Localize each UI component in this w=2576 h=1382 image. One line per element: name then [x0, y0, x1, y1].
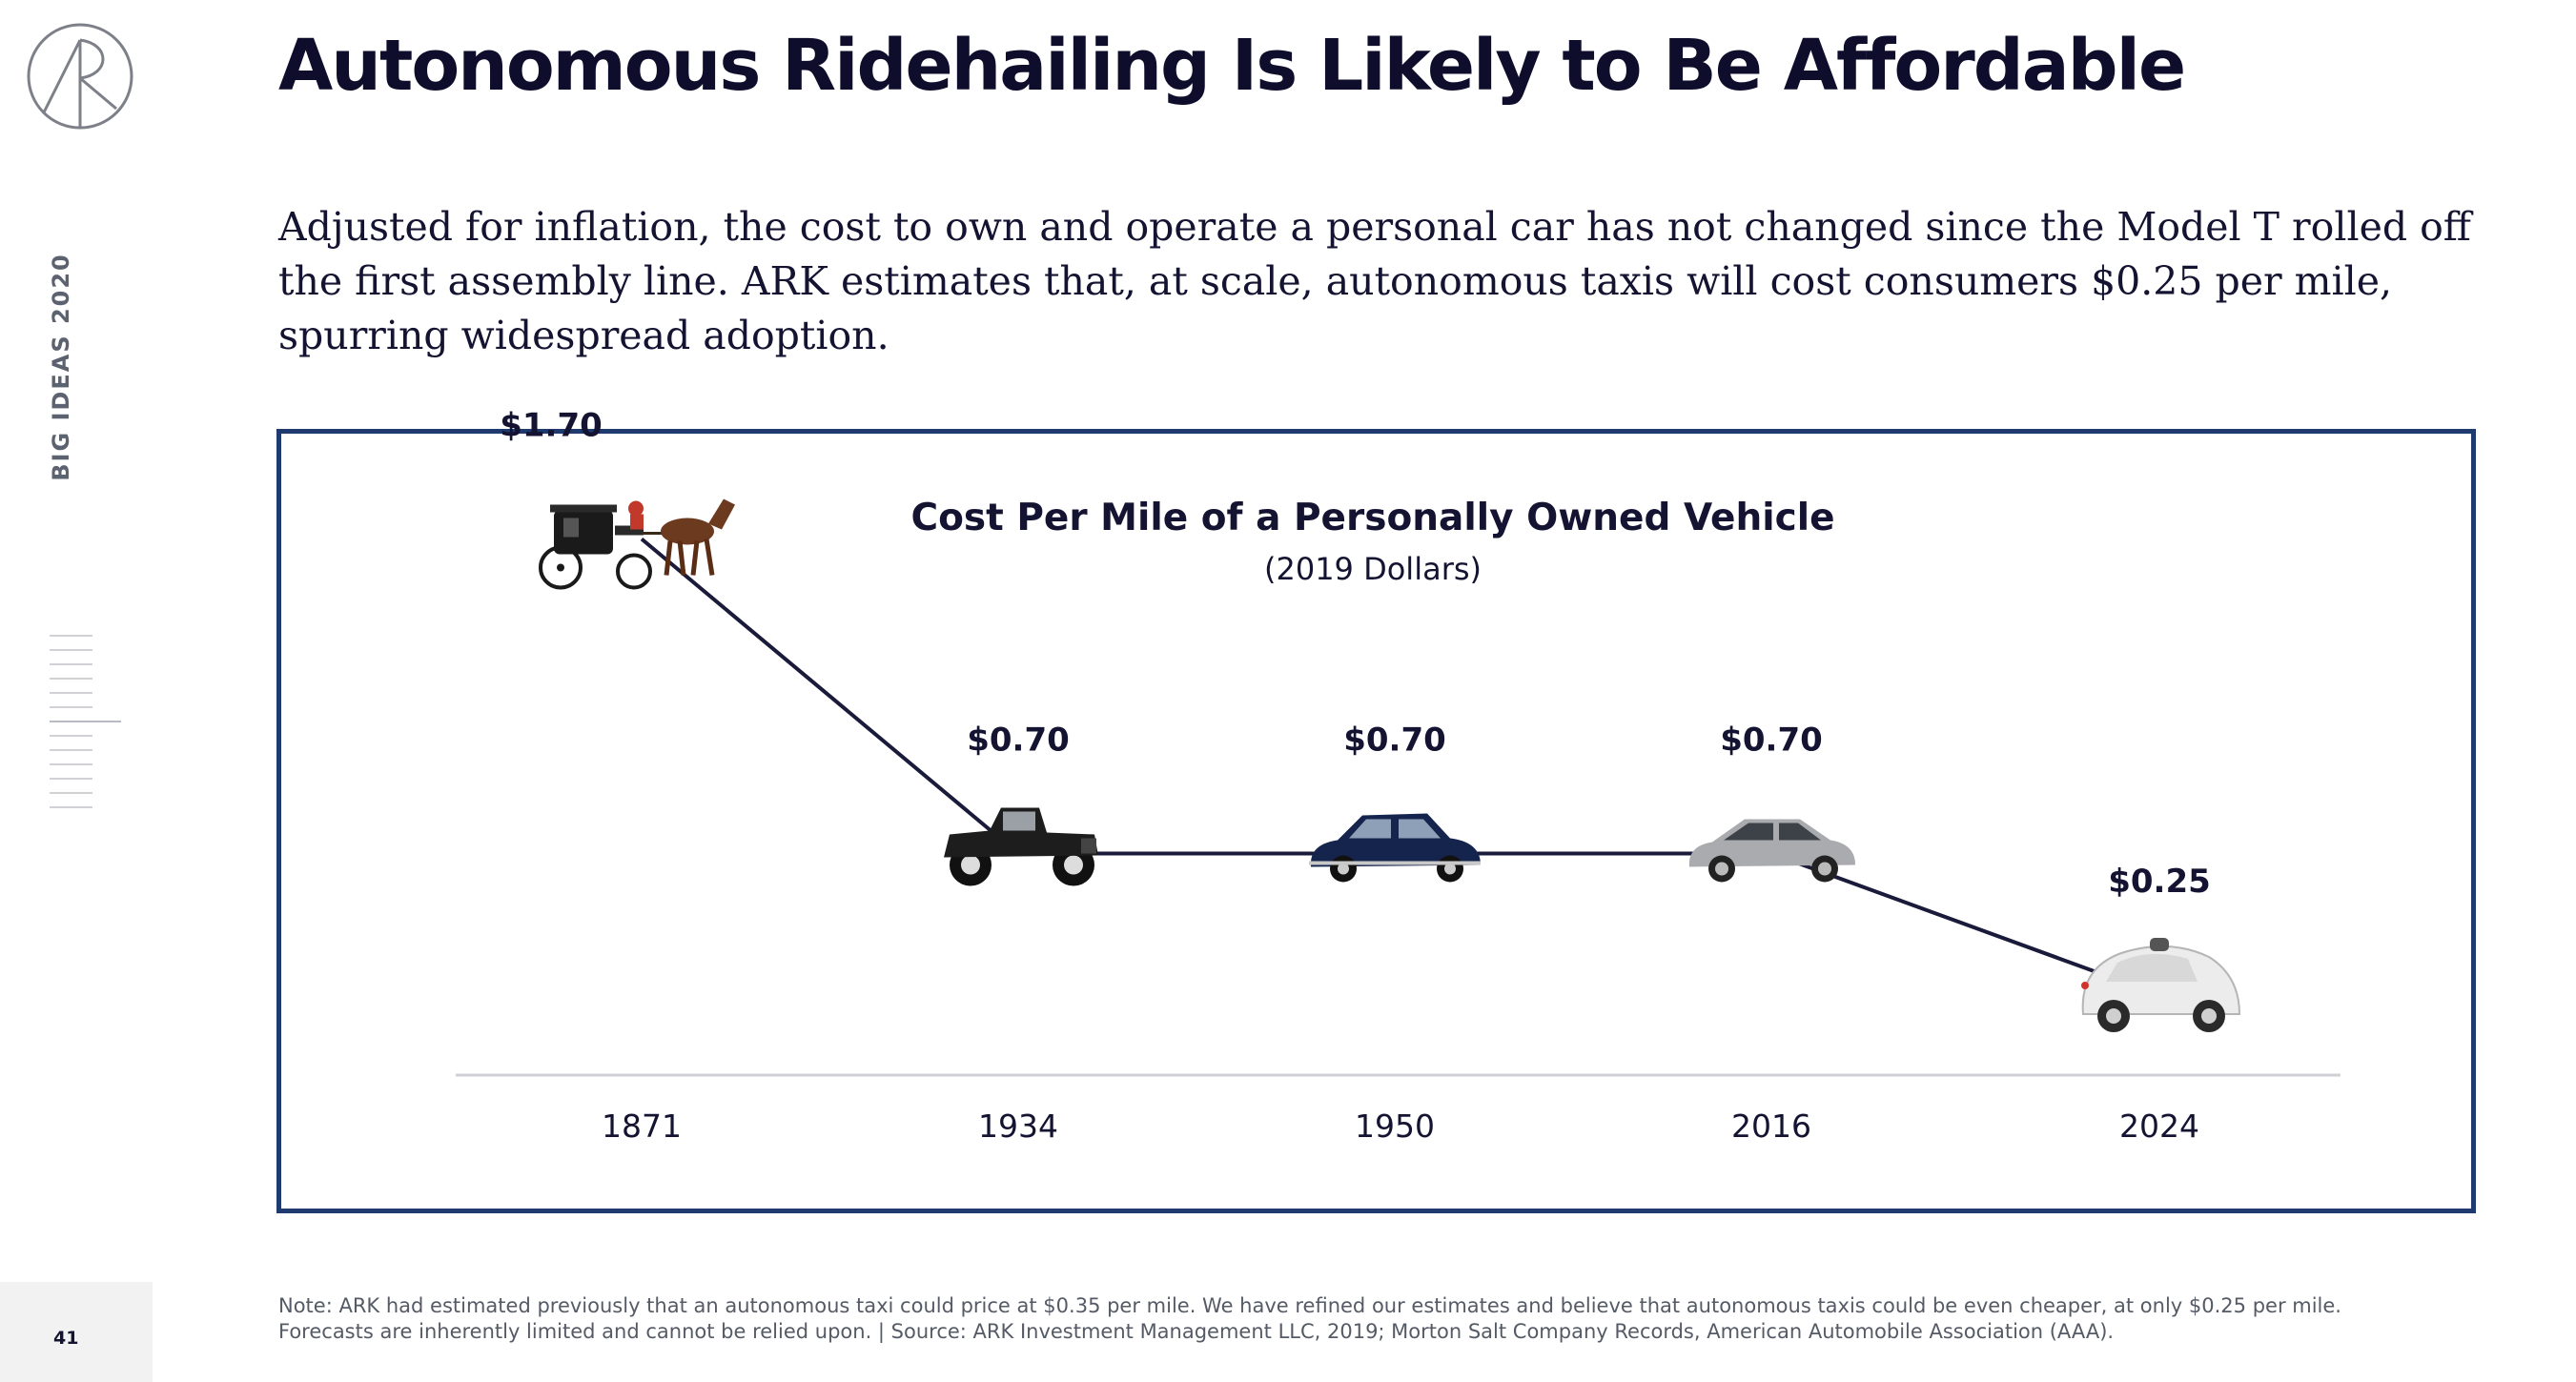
ark-logo-icon	[27, 23, 133, 130]
year-label-2024: 2024	[2119, 1108, 2199, 1145]
price-label-1934: $0.70	[967, 721, 1070, 760]
year-label-1871: 1871	[602, 1108, 682, 1145]
price-label-2024: $0.25	[2108, 863, 2211, 901]
footnote-note: Note: ARK had estimated previously that …	[278, 1294, 2341, 1317]
modern-sedan-icon	[1688, 819, 1855, 883]
autonomous-car-icon	[2081, 938, 2241, 1032]
year-label-1934: 1934	[978, 1108, 1058, 1145]
chart-subtitle: (2019 Dollars)	[1264, 551, 1482, 587]
cost-series-line	[640, 537, 2160, 997]
chart-frame	[276, 429, 2476, 1213]
slide-subtitle: Adjusted for inflation, the cost to own …	[278, 204, 2471, 358]
footnote: Note: ARK had estimated previously that …	[278, 1293, 2547, 1345]
chart-title: Cost Per Mile of a Personally Owned Vehi…	[910, 497, 1834, 539]
footnote-source: Forecasts are inherently limited and can…	[278, 1320, 2115, 1343]
page-number: 41	[53, 1328, 79, 1349]
price-label-1950: $0.70	[1343, 721, 1446, 760]
horse-carriage-icon	[539, 498, 735, 590]
year-label-1950: 1950	[1355, 1108, 1435, 1145]
1950s-sedan-icon	[1309, 813, 1481, 883]
year-label-2016: 2016	[1731, 1108, 1811, 1145]
slide-title: Autonomous Ridehailing Is Likely to Be A…	[278, 25, 2186, 107]
page-number-box	[0, 1282, 153, 1382]
price-label-1871: $1.70	[500, 407, 603, 445]
model-t-car-icon	[944, 807, 1098, 886]
slide-nav-indicator	[50, 635, 121, 808]
price-label-2016: $0.70	[1720, 721, 1823, 760]
